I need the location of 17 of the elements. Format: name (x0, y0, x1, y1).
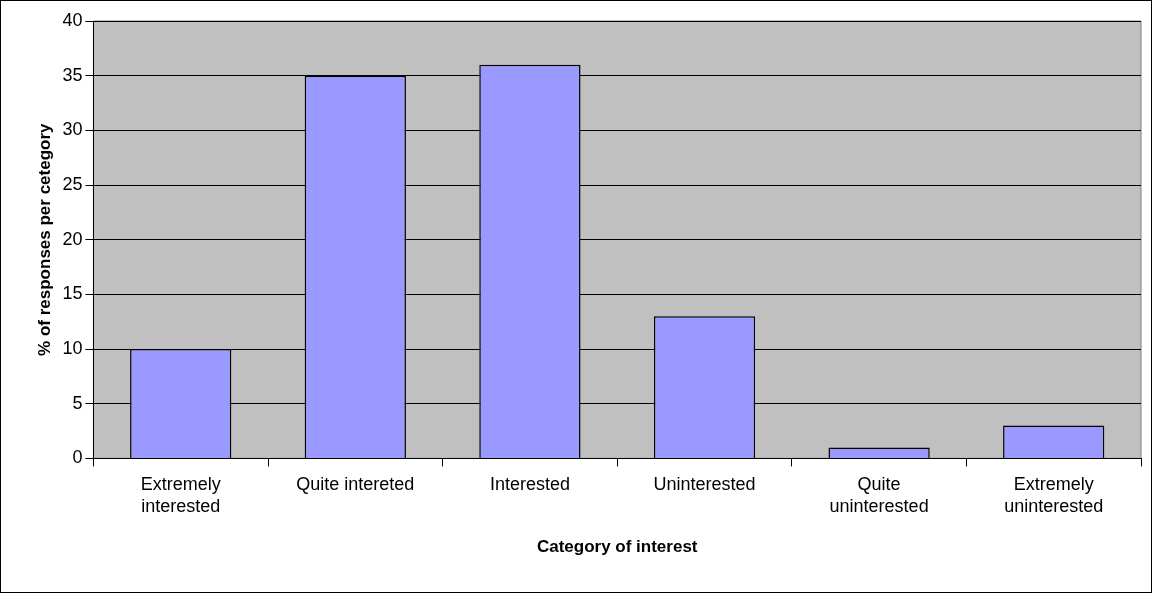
x-tick-label: Quite uninterested (829, 474, 929, 516)
y-tick-label: 35 (62, 64, 83, 85)
y-tick-label: 20 (62, 228, 83, 249)
x-tick-label: Uninterested (653, 474, 756, 495)
x-tick-label: Extremely uninterested (1004, 474, 1104, 516)
x-tick-label: Quite intereted (296, 474, 415, 495)
y-tick-label: 25 (62, 173, 83, 194)
x-tick-label: Interested (489, 474, 570, 495)
y-tick-label: 10 (62, 338, 83, 359)
x-axis-title: Category of interest (536, 537, 698, 557)
y-axis-title: % of responses per cetegory (34, 122, 54, 356)
y-tick-label: 40 (62, 9, 83, 30)
y-tick-label: 30 (62, 119, 83, 140)
y-tick-label: 15 (62, 283, 83, 304)
y-tick-label: 0 (72, 447, 83, 468)
y-tick-label: 5 (72, 392, 83, 413)
x-tick-label: Extremely interested (140, 474, 221, 516)
